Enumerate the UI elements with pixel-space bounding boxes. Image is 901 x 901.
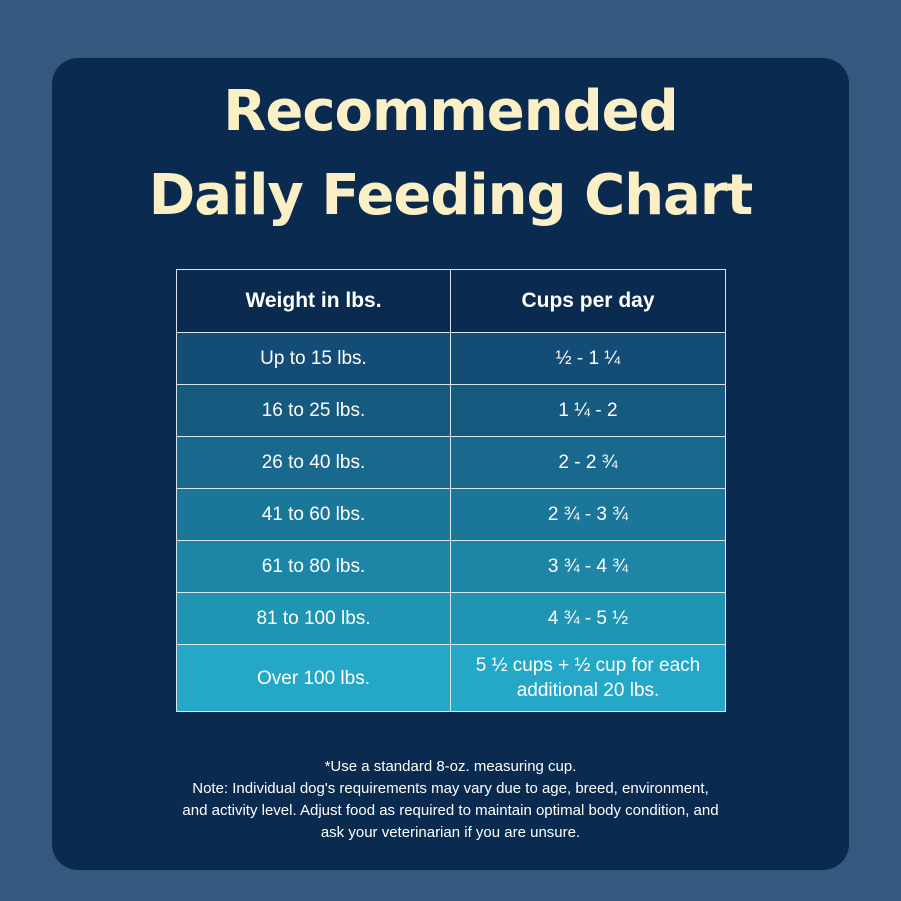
weight-cell: 16 to 25 lbs.	[176, 384, 451, 437]
table-row: 26 to 40 lbs. 2 - 2 ¾	[176, 436, 726, 489]
note-line-1: Note: Individual dog's requirements may …	[192, 780, 709, 797]
cups-cell-line-2: additional 20 lbs.	[516, 680, 660, 701]
cups-cell: ½ - 1 ¼	[450, 332, 726, 385]
table-row: Up to 15 lbs. ½ - 1 ¼	[176, 332, 726, 385]
chart-title-line-1: Recommended	[223, 79, 678, 144]
note-line-2: and activity level. Adjust food as requi…	[182, 802, 719, 819]
header-cups-per-day: Cups per day	[450, 269, 726, 333]
weight-cell: 41 to 60 lbs.	[176, 488, 451, 541]
feeding-table: Weight in lbs. Cups per day Up to 15 lbs…	[176, 269, 726, 712]
table-row: 61 to 80 lbs. 3 ¾ - 4 ¾	[176, 540, 726, 593]
cups-cell: 5 ½ cups + ½ cup for each additional 20 …	[450, 644, 726, 712]
note-line-3: ask your veterinarian if you are unsure.	[320, 824, 581, 841]
weight-cell: Over 100 lbs.	[176, 644, 451, 712]
table-row: 81 to 100 lbs. 4 ¾ - 5 ½	[176, 592, 726, 645]
weight-cell: Up to 15 lbs.	[176, 332, 451, 385]
weight-cell: 61 to 80 lbs.	[176, 540, 451, 593]
table-header-row: Weight in lbs. Cups per day	[176, 269, 726, 333]
cups-cell: 1 ¼ - 2	[450, 384, 726, 437]
header-weight: Weight in lbs.	[176, 269, 451, 333]
table-row: Over 100 lbs. 5 ½ cups + ½ cup for each …	[176, 644, 726, 712]
cups-cell-line-1: 5 ½ cups + ½ cup for each	[475, 655, 701, 676]
weight-cell: 81 to 100 lbs.	[176, 592, 451, 645]
chart-title-line-2: Daily Feeding Chart	[148, 163, 753, 228]
cups-cell: 4 ¾ - 5 ½	[450, 592, 726, 645]
footnotes: *Use a standard 8-oz. measuring cup. Not…	[120, 756, 781, 844]
cups-cell: 3 ¾ - 4 ¾	[450, 540, 726, 593]
cups-cell: 2 - 2 ¾	[450, 436, 726, 489]
measuring-cup-note: *Use a standard 8-oz. measuring cup.	[324, 758, 577, 775]
table-row: 41 to 60 lbs. 2 ¾ - 3 ¾	[176, 488, 726, 541]
weight-cell: 26 to 40 lbs.	[176, 436, 451, 489]
cups-cell: 2 ¾ - 3 ¾	[450, 488, 726, 541]
table-row: 16 to 25 lbs. 1 ¼ - 2	[176, 384, 726, 437]
